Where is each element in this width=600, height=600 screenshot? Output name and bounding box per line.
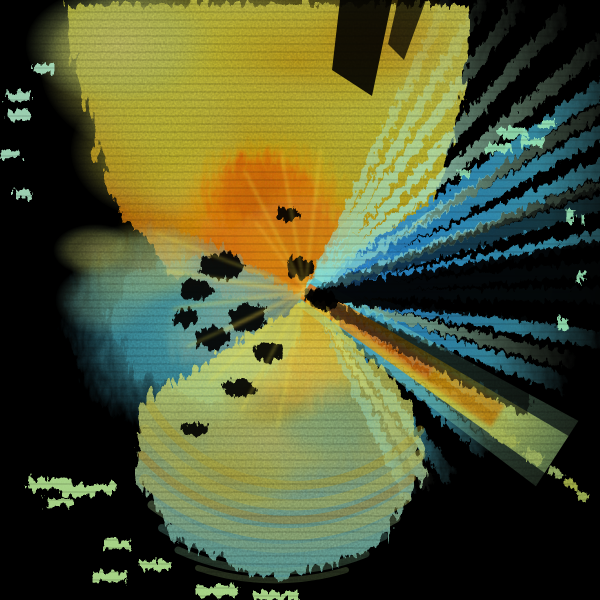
radar-origin-marker <box>301 287 309 295</box>
